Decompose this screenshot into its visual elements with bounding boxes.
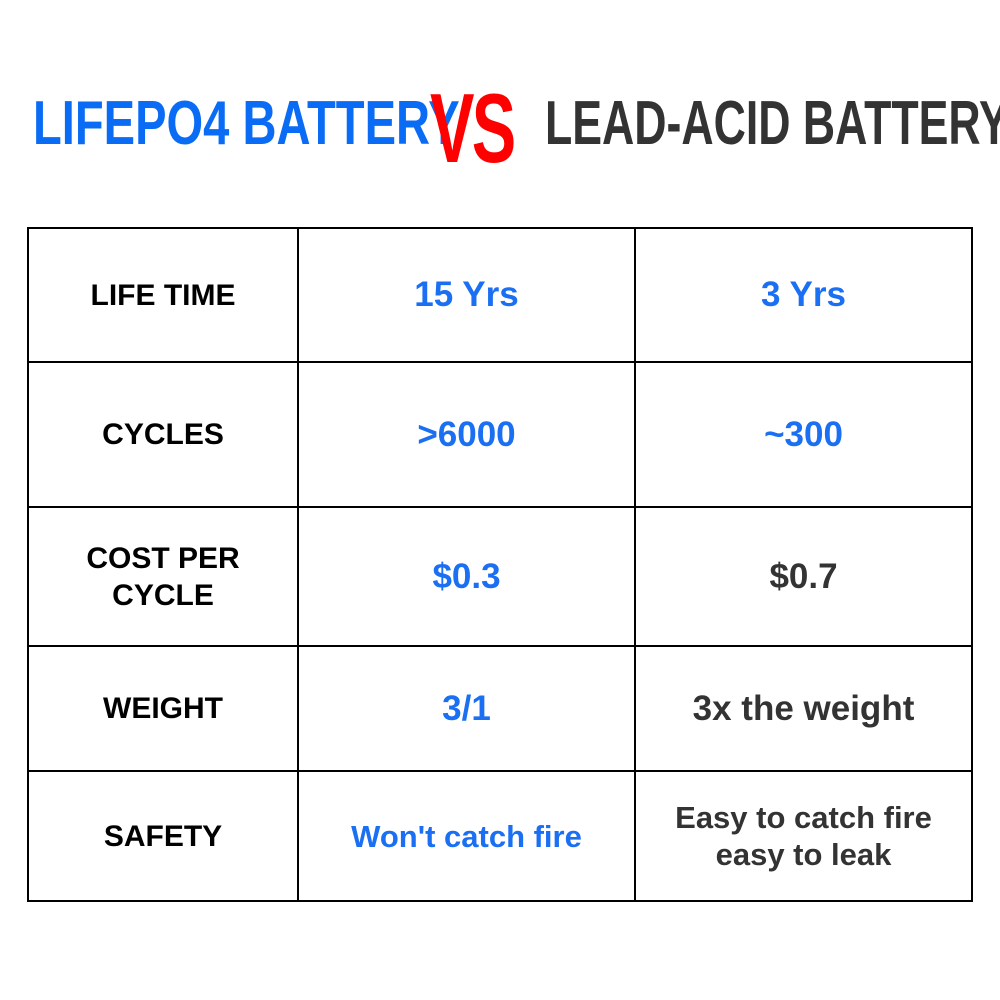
row-label: WEIGHT	[27, 645, 299, 772]
row-label-line: COST PER	[86, 541, 240, 575]
lifepo4-value: >6000	[297, 361, 636, 508]
row-label: CYCLES	[27, 361, 299, 508]
lead-acid-value: ~300	[634, 361, 973, 508]
lead-acid-value: 3 Yrs	[634, 227, 973, 363]
lead-acid-line: easy to leak	[715, 837, 892, 872]
lifepo4-value: 3/1	[297, 645, 636, 772]
table-row-cycles: CYCLES >6000 ~300	[27, 361, 973, 508]
lead-acid-value: 3x the weight	[634, 645, 973, 772]
vs-label: VS	[430, 73, 516, 183]
row-label: COST PER CYCLE	[27, 506, 299, 647]
table-row-cost-per-cycle: COST PER CYCLE $0.3 $0.7	[27, 506, 973, 647]
table-row-safety: SAFETY Won't catch fire Easy to catch fi…	[27, 770, 973, 902]
lifepo4-value: $0.3	[297, 506, 636, 647]
row-label: SAFETY	[27, 770, 299, 902]
table-row-weight: WEIGHT 3/1 3x the weight	[27, 645, 973, 772]
row-label: LIFE TIME	[27, 227, 299, 363]
lifepo4-value: Won't catch fire	[297, 770, 636, 902]
lifepo4-value: 15 Yrs	[297, 227, 636, 363]
lead-acid-value: Easy to catch fire easy to leak	[634, 770, 973, 902]
lead-acid-title: LEAD-ACID BATTERY	[545, 89, 1000, 158]
lead-acid-value: $0.7	[634, 506, 973, 647]
row-label-line: CYCLE	[112, 578, 214, 612]
lifepo4-title: LIFEPO4 BATTERY	[33, 89, 460, 158]
lead-acid-line: Easy to catch fire	[675, 800, 932, 835]
table-row-life-time: LIFE TIME 15 Yrs 3 Yrs	[27, 227, 973, 363]
comparison-table: LIFE TIME 15 Yrs 3 Yrs CYCLES >6000 ~300…	[27, 227, 973, 902]
